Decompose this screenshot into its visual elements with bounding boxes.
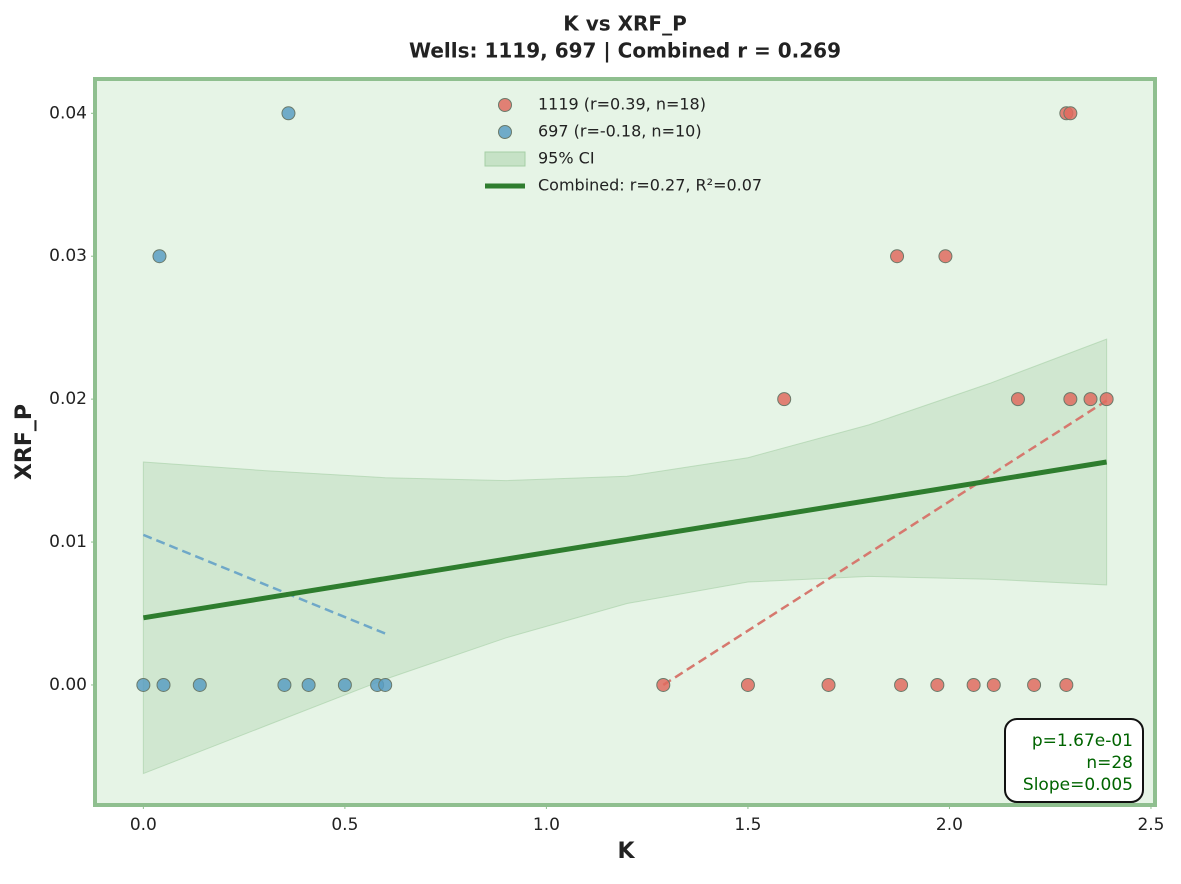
fit-line [142,533,386,635]
annotation-text: n=28 [1086,753,1133,773]
annotation-text: Slope=0.005 [1023,775,1133,795]
point [890,249,905,264]
x-tick-label: 0.5 [331,815,358,835]
point [986,677,1001,692]
legend-marker [498,98,512,112]
legend-label: 1119 (r=0.39, n=18) [538,95,706,114]
y-tick-label: 0.02 [49,389,87,409]
chart-title: K vs XRF_P [563,12,687,36]
combined-fit-line [142,459,1108,621]
legend-marker [498,125,512,139]
point [1063,392,1078,407]
y-tick-label: 0.03 [49,246,87,266]
point [821,677,836,692]
x-tick-label: 1.5 [734,815,761,835]
point [1083,392,1098,407]
y-tick-label: 0.00 [49,675,87,695]
legend-label: Combined: r=0.27, R²=0.07 [538,176,762,195]
point [777,392,792,407]
x-tick-label: 2.0 [936,815,963,835]
point [301,677,316,692]
y-tick-label: 0.01 [49,532,87,552]
point [337,677,352,692]
y-axis-label: XRF_P [12,404,37,480]
point [740,677,755,692]
legend-label: 697 (r=-0.18, n=10) [538,122,702,141]
point [378,677,393,692]
point [1010,392,1025,407]
x-tick-label: 1.0 [533,815,560,835]
point [656,677,671,692]
point [938,249,953,264]
point [1027,677,1042,692]
point [894,677,909,692]
fit-line [662,399,1108,687]
point [281,106,296,121]
x-axis-label: K [617,839,635,864]
x-tick-label: 2.5 [1137,815,1164,835]
point [1059,677,1074,692]
point [192,677,207,692]
y-tick-label: 0.04 [49,103,87,123]
point [277,677,292,692]
point [930,677,945,692]
legend-label: 95% CI [538,149,595,168]
annotation-text: p=1.67e-01 [1032,731,1133,751]
annotation-box [1004,718,1144,803]
point [152,249,167,264]
x-tick-label: 0.0 [130,815,157,835]
point [966,677,981,692]
point [1063,106,1078,121]
legend-marker [484,151,526,167]
point [1099,392,1114,407]
point [156,677,171,692]
point [136,677,151,692]
chart-subtitle: Wells: 1119, 697 | Combined r = 0.269 [409,39,841,63]
